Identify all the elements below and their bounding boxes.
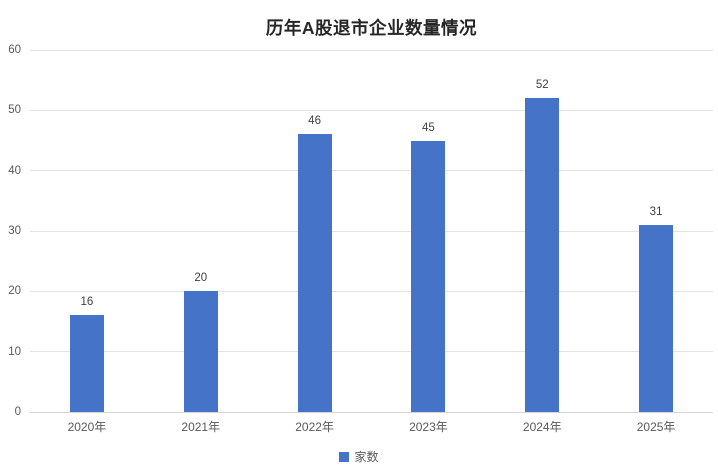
y-tick-label-10: 10: [8, 345, 21, 358]
plot-area: [30, 49, 713, 413]
x-tick-label-2020年: 2020年: [67, 420, 107, 434]
y-tick-label-20: 20: [8, 285, 21, 298]
gridline-30: [30, 230, 713, 232]
data-label-2025年: 31: [649, 205, 663, 218]
y-tick-label-40: 40: [8, 164, 21, 177]
gridline-50: [30, 109, 713, 111]
gridline-20: [30, 290, 713, 292]
gridline-60: [30, 49, 713, 51]
chart-title: 历年A股退市企业数量情况: [265, 18, 478, 38]
data-label-2024年: 52: [535, 79, 549, 92]
gridline-40: [30, 170, 713, 172]
bar-2021年: [183, 291, 218, 412]
x-tick-label-2025年: 2025年: [636, 420, 676, 434]
legend-swatch-icon: [339, 451, 350, 462]
gridline-10: [30, 351, 713, 353]
y-tick-label-60: 60: [8, 44, 21, 56]
bar-2022年: [297, 134, 332, 412]
x-tick-label-2021年: 2021年: [181, 420, 221, 434]
x-tick-label-2022年: 2022年: [295, 420, 334, 434]
bar-2020年: [69, 315, 104, 412]
bar-2024年: [525, 98, 560, 412]
x-tick-label-2024年: 2024年: [522, 420, 562, 434]
data-label-2021年: 20: [194, 272, 208, 285]
x-axis-line: [30, 412, 713, 413]
legend: 家数: [0, 448, 718, 465]
x-tick-label-2023年: 2023年: [409, 420, 448, 434]
bar-2023年: [411, 140, 446, 412]
y-tick-label-0: 0: [14, 406, 21, 418]
bar-2025年: [639, 224, 674, 412]
data-label-2022年: 46: [308, 115, 321, 128]
y-tick-label-30: 30: [8, 225, 21, 237]
y-tick-label-50: 50: [8, 104, 21, 117]
legend-label: 家数: [354, 450, 379, 464]
data-label-2023年: 45: [422, 121, 435, 134]
data-label-2020年: 16: [80, 296, 94, 309]
